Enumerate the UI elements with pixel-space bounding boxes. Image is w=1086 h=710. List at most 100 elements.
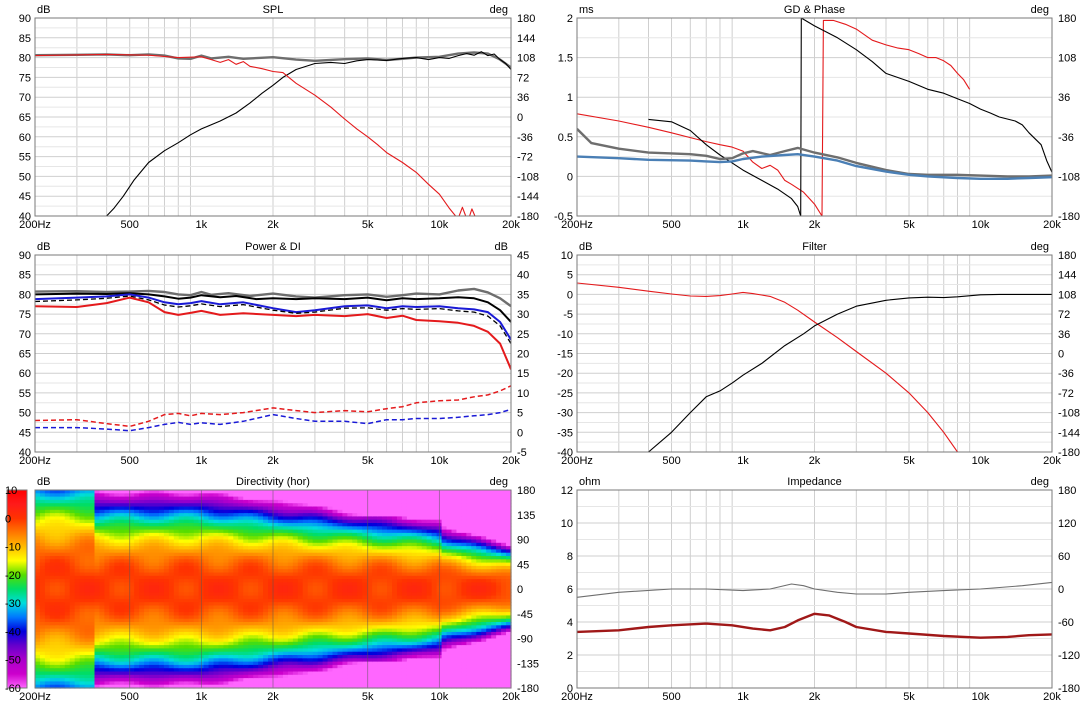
- heatmap-cell: [59, 526, 66, 531]
- heatmap-cell: [203, 671, 210, 676]
- heatmap-cell: [149, 532, 155, 537]
- heatmap-cell: [84, 631, 91, 636]
- heatmap-cell: [139, 523, 145, 527]
- heatmap-cell: [109, 562, 115, 567]
- heatmap-cell: [104, 684, 110, 689]
- heatmap-cell: [297, 542, 304, 547]
- heatmap-cell: [163, 565, 170, 570]
- heatmap-cell: [228, 579, 234, 583]
- heatmap-cell: [129, 496, 135, 501]
- heatmap-cell: [163, 572, 170, 577]
- heatmap-cell: [357, 539, 363, 544]
- heatmap-cell: [44, 622, 51, 626]
- heatmap-cell: [406, 556, 413, 560]
- heatmap-cell: [347, 490, 353, 494]
- heatmap-cell: [49, 496, 56, 501]
- heatmap-cell: [94, 598, 101, 603]
- heatmap-cell: [352, 532, 358, 537]
- heatmap-cell: [322, 668, 329, 673]
- heatmap-cell: [64, 529, 71, 534]
- heatmap-cell: [173, 635, 180, 640]
- heatmap-cell: [253, 575, 259, 580]
- heatmap-cell: [228, 661, 234, 666]
- heatmap-cell: [84, 506, 91, 511]
- heatmap-cell: [109, 490, 115, 494]
- heatmap-cell: [134, 655, 140, 659]
- heatmap-cell: [163, 651, 170, 656]
- heatmap-cell: [129, 536, 135, 541]
- heatmap-cell: [401, 503, 408, 508]
- heatmap-cell: [248, 516, 254, 521]
- heatmap-cell: [377, 589, 383, 593]
- heatmap-cell: [54, 645, 61, 649]
- heatmap-cell: [347, 608, 353, 613]
- heatmap-cell: [218, 681, 225, 686]
- heatmap-cell: [406, 615, 413, 620]
- heatmap-cell: [332, 605, 339, 610]
- heatmap-cell: [178, 552, 185, 557]
- heatmap-cell: [218, 549, 225, 554]
- heatmap-cell: [168, 496, 175, 501]
- heatmap-cell: [362, 539, 368, 544]
- heatmap-cell: [367, 602, 373, 607]
- heatmap-cell: [357, 635, 363, 640]
- heatmap-cell: [357, 678, 363, 682]
- heatmap-cell: [396, 546, 403, 550]
- heatmap-cell: [218, 562, 225, 567]
- ytick-label: 40: [19, 211, 31, 223]
- heatmap-cell: [218, 615, 225, 620]
- heatmap-cell: [139, 490, 145, 494]
- heatmap-cell: [213, 539, 220, 544]
- heatmap-cell: [39, 542, 46, 547]
- heatmap-cell: [183, 661, 190, 666]
- heatmap-cell: [163, 526, 170, 531]
- heatmap-cell: [129, 539, 135, 544]
- heatmap-cell: [248, 625, 254, 630]
- heatmap-cell: [258, 513, 264, 517]
- heatmap-cell: [213, 671, 220, 676]
- heatmap-cell: [322, 490, 329, 494]
- heatmap-cell: [119, 592, 125, 597]
- gd-series-red-0: [577, 113, 823, 216]
- heatmap-cell: [342, 579, 348, 583]
- heatmap-cell: [367, 585, 373, 590]
- heatmap-cell: [327, 562, 334, 567]
- heatmap-cell: [69, 546, 76, 550]
- heatmap-cell: [401, 582, 408, 587]
- heatmap-cell: [44, 608, 51, 613]
- heatmap-cell: [89, 671, 96, 676]
- heatmap-cell: [406, 664, 413, 669]
- heatmap-cell: [382, 608, 388, 613]
- heatmap-cell: [347, 671, 353, 676]
- heatmap-cell: [401, 592, 408, 597]
- heatmap-cell: [406, 595, 413, 600]
- heatmap-cell: [183, 496, 190, 501]
- heatmap-cell: [59, 509, 66, 514]
- heatmap-cell: [307, 605, 314, 610]
- heatmap-cell: [69, 562, 76, 567]
- heatmap-cell: [64, 539, 71, 544]
- heatmap-cell: [357, 490, 363, 494]
- heatmap-cell: [387, 635, 393, 640]
- heatmap-cell: [203, 572, 210, 577]
- heatmap-cell: [203, 496, 210, 501]
- heatmap-cell: [213, 542, 220, 547]
- heatmap-cell: [273, 628, 279, 633]
- heatmap-cell: [149, 631, 155, 636]
- heatmap-cell: [352, 638, 358, 643]
- heatmap-cell: [104, 572, 110, 577]
- heatmap-cell: [243, 575, 249, 580]
- heatmap-cell: [139, 635, 145, 640]
- heatmap-cell: [396, 493, 403, 498]
- heatmap-cell: [367, 516, 373, 521]
- heatmap-cell: [163, 612, 170, 616]
- heatmap-cell: [129, 589, 135, 593]
- heatmap-cell: [367, 542, 373, 547]
- heatmap-cell: [357, 664, 363, 669]
- heatmap-cell: [114, 625, 120, 630]
- heatmap-cell: [401, 509, 408, 514]
- heatmap-cell: [352, 552, 358, 557]
- heatmap-cell: [248, 559, 254, 564]
- heatmap-cell: [104, 519, 110, 524]
- heatmap-cell: [173, 628, 180, 633]
